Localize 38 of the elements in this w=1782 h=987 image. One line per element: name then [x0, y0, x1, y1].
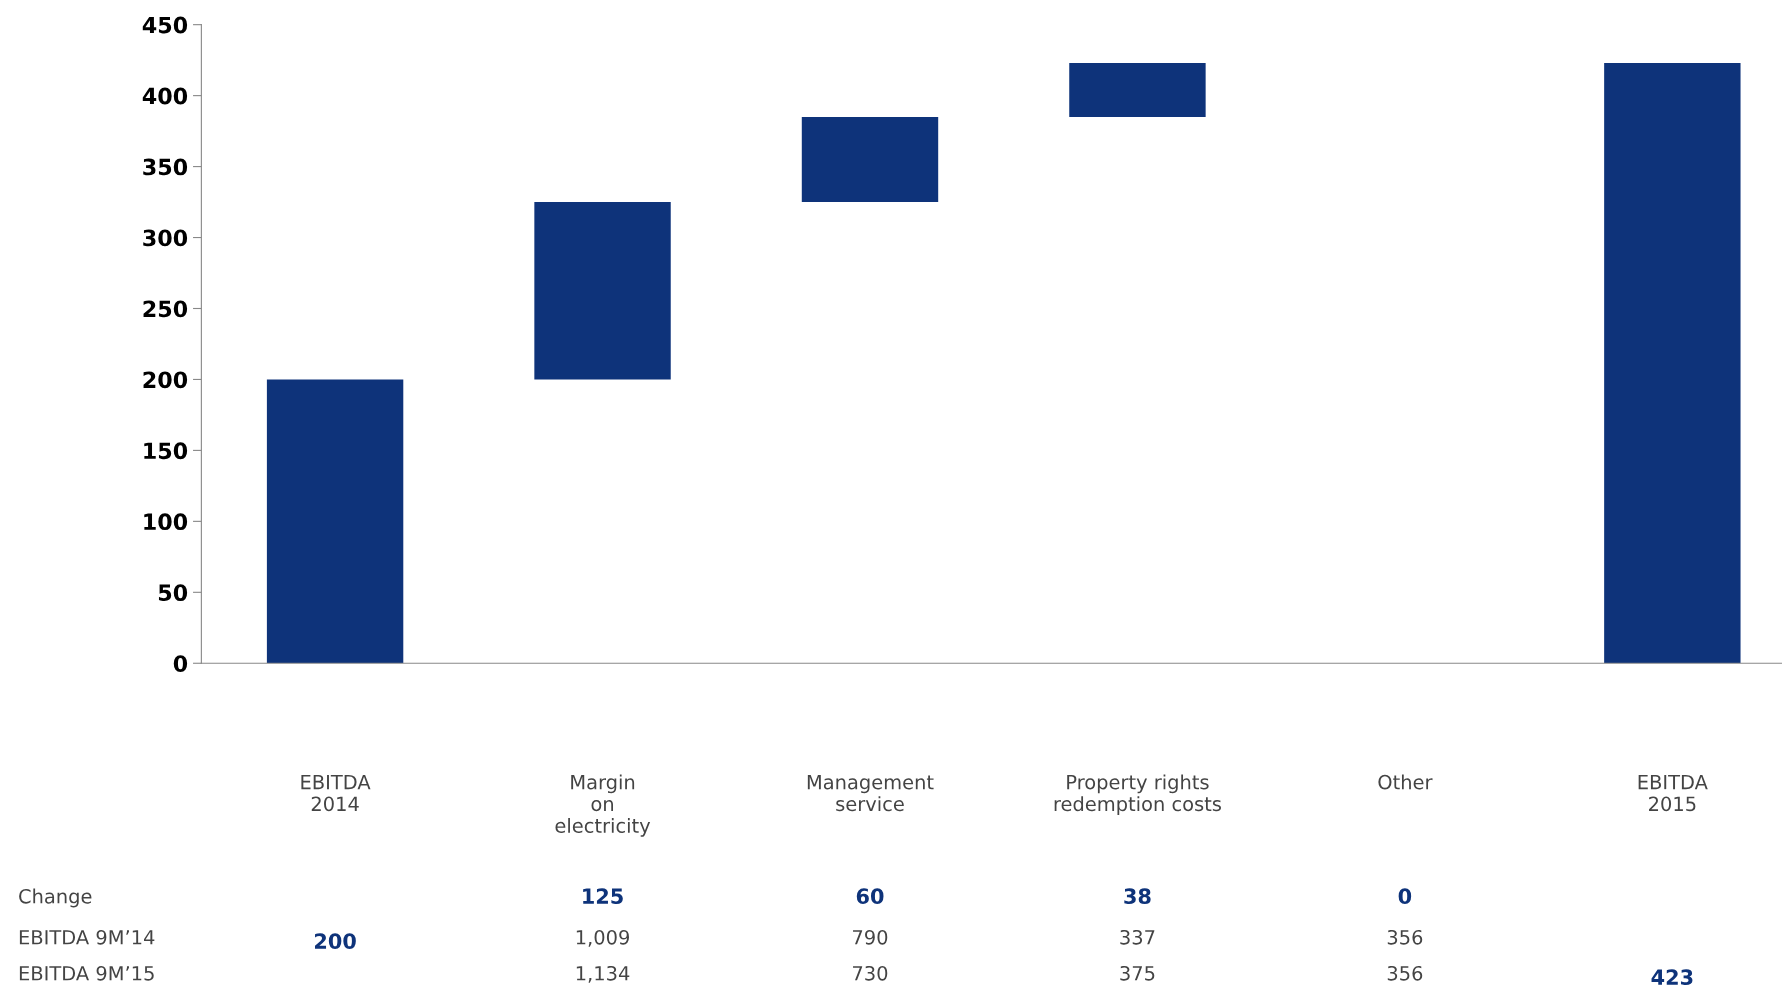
y-tick-label: 200 — [143, 371, 188, 389]
y-tick-label: 0 — [173, 655, 188, 673]
y-tick-label: 450 — [142, 16, 188, 34]
x-tick-label: Margin on electricity — [555, 774, 651, 837]
x-tick-label: EBITDA 2014 — [301, 774, 371, 812]
text: 1,009 — [576, 929, 630, 947]
text: 423 — [1651, 969, 1693, 985]
y-tick-label: 300 — [143, 229, 188, 247]
text: 375 — [1120, 965, 1155, 981]
x-tick-label: EBITDA 2015 — [1638, 774, 1708, 812]
text: 790 — [853, 929, 888, 945]
bar — [1069, 62, 1206, 117]
y-tick-label: 400 — [142, 87, 188, 105]
text: 200 — [315, 933, 356, 949]
text: 1,134 — [576, 965, 630, 983]
bar — [1604, 62, 1741, 664]
text: 730 — [853, 965, 888, 981]
text: 125 — [583, 888, 623, 905]
y-tick-label: 350 — [143, 158, 188, 176]
y-tick-label: 50 — [158, 584, 188, 602]
y-tick-label: 100 — [144, 513, 188, 531]
text: 356 — [1387, 929, 1423, 945]
x-tick-label: Property rights redemption costs — [1054, 774, 1221, 815]
text: 356 — [1387, 965, 1423, 981]
text: 60 — [856, 888, 884, 905]
bar — [266, 379, 404, 664]
text: 337 — [1120, 929, 1155, 945]
bar — [534, 202, 671, 380]
x-tick-label: Management service — [807, 774, 934, 812]
text: 0 — [1398, 888, 1412, 905]
y-tick-label: 150 — [144, 442, 188, 460]
text: Change — [19, 888, 92, 908]
x-tick-label: Other — [1378, 774, 1433, 790]
text: EBITDA 9M’15 — [19, 965, 154, 981]
text: 38 — [1124, 888, 1151, 905]
bar — [801, 116, 939, 203]
text: EBITDA 9M’14 — [19, 929, 155, 945]
y-tick-label: 250 — [143, 300, 188, 318]
